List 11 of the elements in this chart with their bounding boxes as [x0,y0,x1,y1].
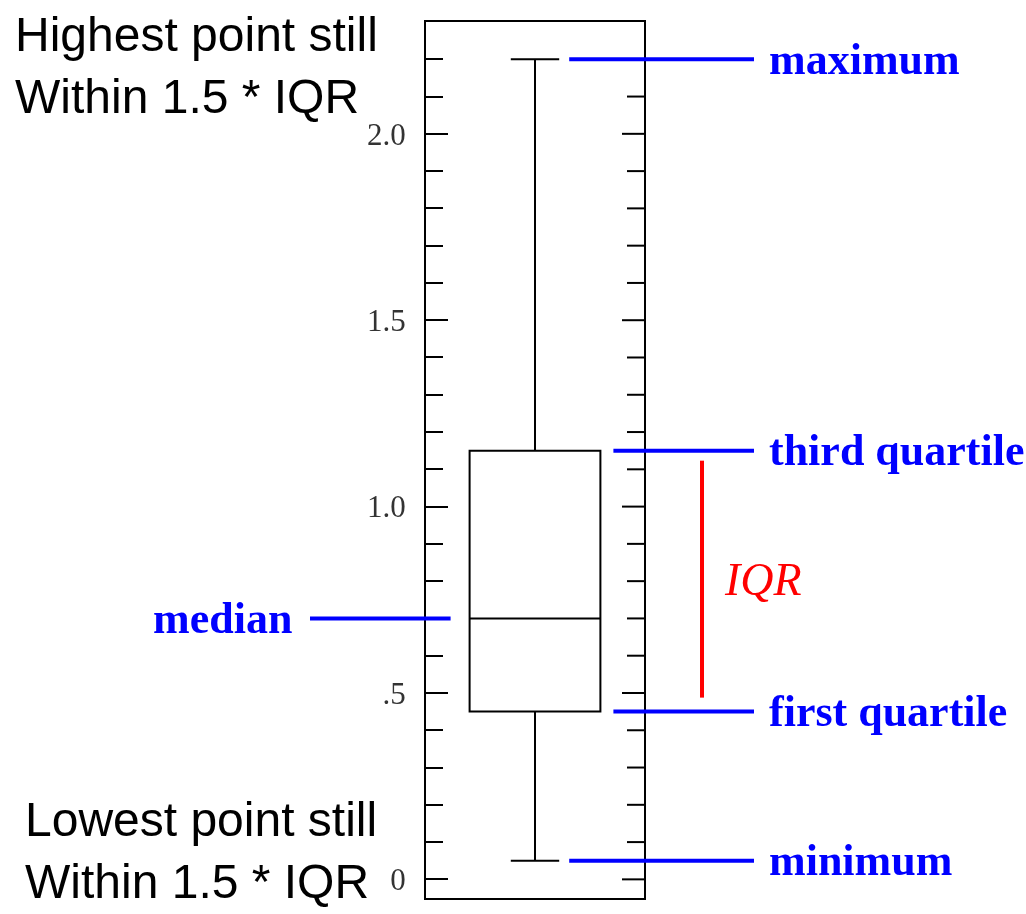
text: median [153,594,293,643]
y-tick-label: 1.5 [367,303,406,339]
y-tick-label: 0 [390,862,406,898]
ref-line-label: first quartile [769,687,1008,736]
y-tick-label: .5 [382,675,406,711]
ref-line-label: minimum [769,836,953,885]
text: IQR [724,554,802,605]
ref-line-label: maximum [769,35,960,84]
text: Lowest point still Within 1.5 * IQR [25,793,378,909]
y-tick-label: 1.0 [367,489,406,525]
ref-line-label: third quartile [769,426,1025,475]
